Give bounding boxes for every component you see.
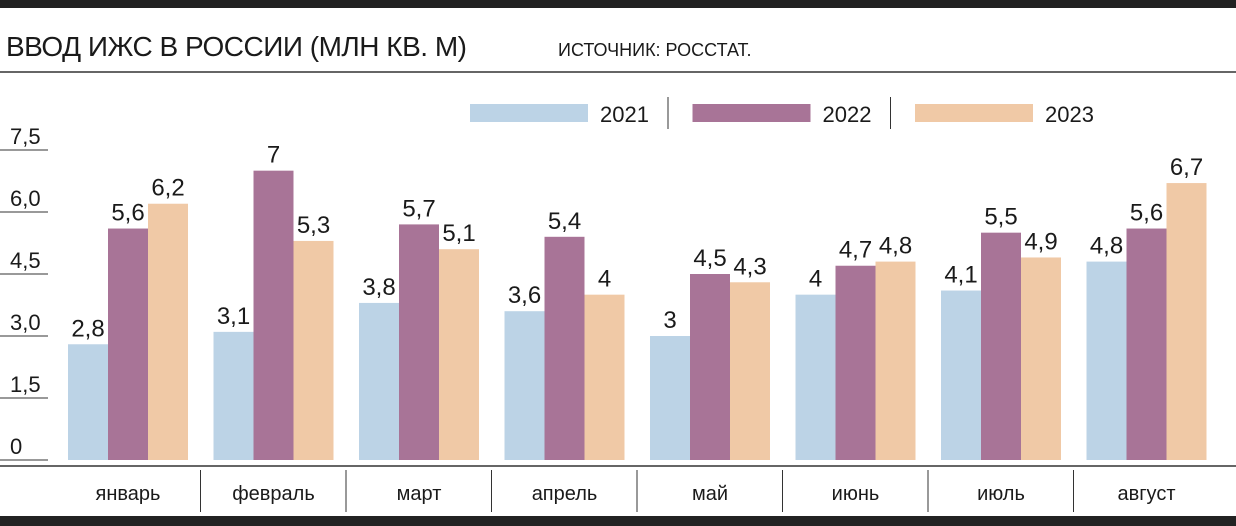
legend-label: 2022 [823, 102, 872, 127]
value-label: 5,5 [984, 204, 1017, 231]
value-label: 3 [663, 307, 676, 334]
bar [108, 228, 148, 460]
value-label: 7 [267, 142, 280, 169]
bar [795, 294, 836, 460]
y-tick-label: 0 [10, 434, 22, 459]
bottom-bar [0, 516, 1236, 526]
bar [1126, 228, 1167, 460]
chart-subtitle: ИСТОЧНИК: РОССТАТ. [558, 40, 752, 60]
value-label: 4 [809, 266, 822, 293]
bar [690, 274, 730, 460]
x-tick-label: июль [977, 483, 1025, 505]
x-tick-label: февраль [232, 483, 315, 505]
legend-swatch [915, 104, 1033, 122]
y-tick-label: 4,5 [10, 248, 41, 273]
y-tick-label: 3,0 [10, 310, 41, 335]
bar [650, 336, 690, 460]
value-label: 4,3 [733, 253, 766, 280]
bar [835, 265, 876, 460]
bar [68, 344, 108, 460]
bar [544, 236, 585, 460]
value-label: 5,3 [297, 212, 330, 239]
x-tick-label: август [1118, 483, 1176, 505]
value-label: 6,7 [1170, 154, 1203, 181]
legend-swatch [692, 104, 811, 122]
y-tick-label: 7,5 [10, 124, 41, 149]
value-label: 3,8 [362, 274, 395, 301]
x-tick-label: январь [96, 483, 161, 505]
chart-title: ВВОД ИЖС В РОССИИ (МЛН КВ. М) [6, 31, 466, 62]
value-label: 4,5 [693, 245, 726, 272]
bar [359, 302, 399, 460]
legend-label: 2023 [1045, 102, 1094, 127]
value-label: 5,1 [442, 220, 475, 247]
bar [399, 224, 439, 460]
bar [253, 170, 294, 460]
y-tick-label: 1,5 [10, 372, 41, 397]
bar [148, 203, 188, 460]
value-label: 3,1 [217, 303, 250, 330]
legend-swatch [470, 104, 588, 122]
value-label: 4,8 [879, 233, 912, 260]
value-label: 6,2 [151, 175, 184, 202]
value-label: 5,7 [402, 195, 435, 222]
bar [439, 249, 479, 460]
bar [875, 261, 916, 460]
value-label: 2,8 [71, 315, 104, 342]
bar [730, 282, 770, 460]
value-label: 4,8 [1090, 233, 1123, 260]
bar [1021, 257, 1061, 460]
bar [1166, 183, 1207, 461]
bar [941, 290, 981, 460]
value-label: 4 [598, 266, 611, 293]
value-label: 5,6 [111, 200, 144, 227]
bar [981, 232, 1021, 460]
top-bar [0, 0, 1236, 8]
x-tick-label: апрель [532, 483, 598, 505]
value-label: 4,9 [1024, 228, 1057, 255]
value-label: 3,6 [508, 282, 541, 309]
bar [293, 240, 334, 460]
y-tick-label: 6,0 [10, 186, 41, 211]
value-label: 5,6 [1130, 200, 1163, 227]
value-label: 5,4 [548, 208, 581, 235]
x-tick-label: май [692, 483, 728, 505]
legend-label: 2021 [600, 102, 649, 127]
bar [1086, 261, 1127, 460]
x-tick-label: март [397, 483, 442, 505]
value-label: 4,1 [944, 262, 977, 289]
value-label: 4,7 [839, 237, 872, 264]
x-tick-label: июнь [832, 483, 880, 505]
bar [213, 331, 254, 460]
bar [504, 311, 545, 460]
bar [584, 294, 625, 460]
